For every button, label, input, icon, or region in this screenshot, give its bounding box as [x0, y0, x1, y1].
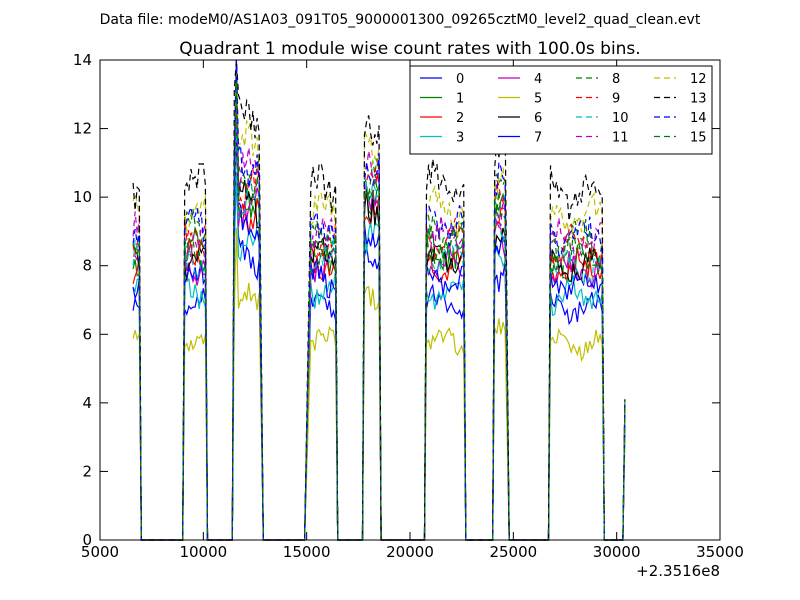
chart-title: Quadrant 1 module wise count rates with … — [179, 39, 640, 59]
legend-label-6: 6 — [534, 111, 542, 126]
x-tick-label: 15000 — [283, 543, 331, 561]
x-offset-text: +2.3516e8 — [636, 562, 720, 580]
y-tick-label: 4 — [82, 394, 92, 412]
legend-label-13: 13 — [690, 92, 707, 107]
x-tick-label: 20000 — [386, 543, 434, 561]
figure-suptitle: Data file: modeM0/AS1A03_091T05_90000013… — [100, 12, 701, 28]
legend-box — [409, 65, 713, 155]
y-tick-label: 14 — [73, 51, 92, 69]
y-tick-label: 0 — [82, 531, 92, 549]
legend-label-14: 14 — [690, 111, 707, 126]
legend-label-15: 15 — [690, 131, 707, 146]
legend-label-0: 0 — [456, 72, 464, 87]
legend-label-12: 12 — [690, 72, 707, 87]
legend-label-10: 10 — [612, 111, 629, 126]
x-tick-label: 10000 — [179, 543, 227, 561]
y-tick-label: 8 — [82, 257, 92, 275]
y-tick-label: 6 — [82, 325, 92, 343]
x-tick-label: 5000 — [81, 543, 119, 561]
legend-label-2: 2 — [456, 111, 464, 126]
series-line-13 — [132, 59, 626, 541]
x-tick-label: 35000 — [696, 543, 744, 561]
legend-label-4: 4 — [534, 72, 542, 87]
legend-label-3: 3 — [456, 131, 464, 146]
legend-label-5: 5 — [534, 92, 542, 107]
legend-label-1: 1 — [456, 92, 464, 107]
axis-ticks: 5000 10000 15000 20000 25000 30000 35000 0 2 4 6 8 1… — [73, 51, 744, 561]
legend-label-8: 8 — [612, 72, 620, 87]
y-tick-label: 2 — [82, 462, 92, 480]
x-tick-label: 25000 — [489, 543, 537, 561]
y-tick-label: 12 — [73, 120, 92, 138]
y-tick-label: 10 — [73, 188, 92, 206]
legend-label-9: 9 — [612, 92, 620, 107]
legend-label-11: 11 — [612, 131, 629, 146]
x-tick-label: 30000 — [593, 543, 641, 561]
legend-label-7: 7 — [534, 131, 542, 146]
